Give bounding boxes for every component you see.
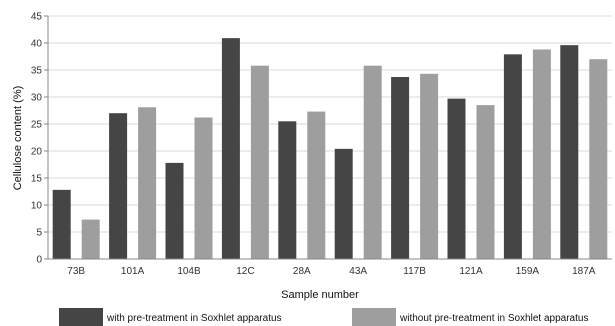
bar-without-73B — [81, 219, 100, 259]
x-tick-label: 28A — [293, 266, 311, 277]
gridlines — [48, 15, 612, 260]
x-tick-label: 73B — [67, 266, 85, 277]
y-tick-label: 45 — [31, 12, 43, 23]
y-tick-label: 30 — [31, 93, 43, 104]
x-tick-label: 159A — [516, 266, 540, 277]
bar-without-187A — [589, 59, 608, 260]
bar-with-12C — [221, 38, 240, 259]
x-tick-label: 121A — [459, 266, 483, 277]
bar-without-43A — [363, 65, 382, 260]
bar-with-73B — [52, 189, 71, 259]
legend-swatch-without-pretreatment — [352, 308, 396, 326]
legend-swatch-with-pretreatment — [59, 308, 103, 326]
bar-without-117B — [420, 73, 439, 259]
legend-label-with-pretreatment: with pre-treatment in Soxhlet apparatus — [106, 313, 282, 324]
x-axis-ticks: 73B 101A 104B 12C 28A 43A 117B 121A 159A 187A — [67, 266, 596, 277]
y-tick-label: 15 — [31, 174, 43, 185]
x-tick-label: 187A — [572, 266, 596, 277]
legend: with pre-treatment in Soxhlet apparatus … — [59, 308, 588, 326]
bar-without-104B — [194, 117, 213, 260]
y-tick-label: 40 — [31, 39, 43, 50]
x-tick-label: 12C — [236, 266, 254, 277]
bars — [52, 38, 608, 260]
bar-with-187A — [560, 45, 579, 259]
x-tick-label: 101A — [121, 266, 145, 277]
y-tick-label: 25 — [31, 120, 43, 131]
bar-without-12C — [250, 65, 269, 260]
y-axis-ticks: 0 5 10 15 20 25 30 35 40 45 — [31, 12, 48, 266]
y-tick-label: 0 — [36, 255, 42, 266]
x-tick-label: 104B — [177, 266, 201, 277]
x-tick-label: 117B — [403, 266, 426, 277]
bar-without-28A — [307, 111, 326, 259]
y-tick-label: 5 — [36, 228, 42, 239]
bar-with-28A — [278, 121, 297, 259]
y-tick-label: 20 — [31, 147, 43, 158]
legend-label-without-pretreatment: without pre-treatment in Soxhlet apparat… — [399, 313, 588, 324]
bar-with-43A — [334, 148, 353, 259]
bar-with-121A — [447, 98, 466, 260]
bar-without-101A — [138, 107, 157, 259]
x-axis-title: Sample number — [281, 289, 359, 301]
bar-without-159A — [532, 49, 551, 260]
bar-without-121A — [476, 105, 495, 259]
y-axis-title: Cellulose content (%) — [12, 86, 24, 191]
y-tick-label: 35 — [31, 66, 43, 77]
bar-with-101A — [109, 113, 128, 259]
bar-with-159A — [503, 54, 522, 260]
y-tick-label: 10 — [31, 201, 43, 212]
bar-with-117B — [391, 77, 410, 260]
bar-with-104B — [165, 162, 184, 259]
x-tick-label: 43A — [349, 266, 367, 277]
